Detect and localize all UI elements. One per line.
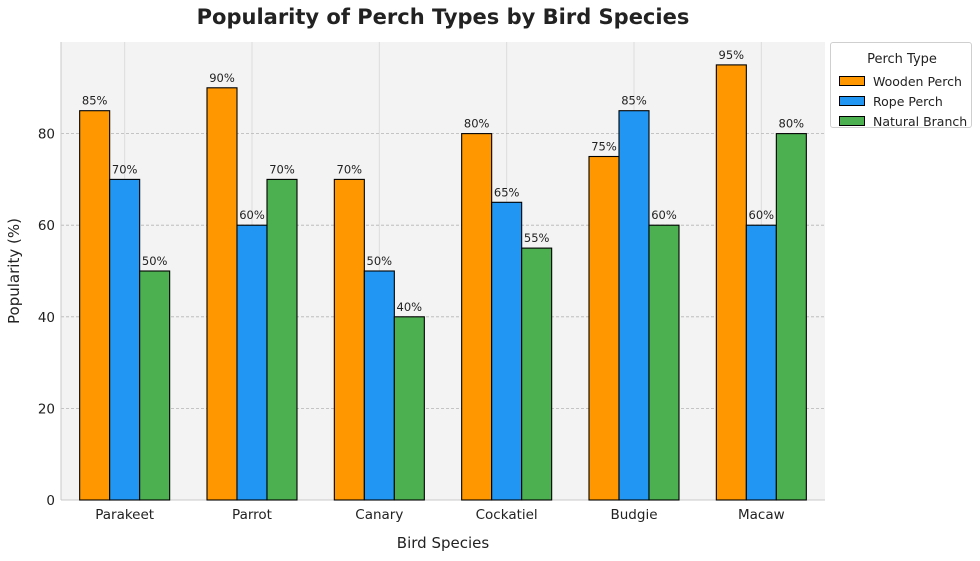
legend-item-natural-branch: Natural Branch [839,113,967,129]
value-label-budgie-natural-branch: 60% [651,208,677,222]
bar-macaw-wooden-perch [715,64,747,501]
value-label-parrot-wooden-perch: 90% [209,71,235,85]
legend-label-rope-perch: Rope Perch [873,93,943,109]
y-tick-label-0: 0 [46,493,55,509]
value-label-parakeet-rope-perch: 70% [112,162,138,176]
x-tick-label-parrot: Parrot [232,507,272,523]
y-tick-label-40: 40 [38,310,55,326]
value-label-parrot-natural-branch: 70% [269,162,295,176]
y-tick-label-20: 20 [38,401,55,417]
value-label-cockatiel-rope-perch: 65% [494,185,520,199]
bar-budgie-rope-perch [618,110,650,501]
value-label-canary-natural-branch: 40% [397,300,423,314]
bar-macaw-rope-perch [745,224,777,501]
value-label-budgie-wooden-perch: 75% [591,140,617,154]
x-tick-label-canary: Canary [355,507,403,523]
bar-canary-rope-perch [363,270,395,501]
bar-cockatiel-rope-perch [491,201,523,501]
bar-parrot-wooden-perch [206,87,238,501]
y-tick-label-60: 60 [38,218,55,234]
value-label-macaw-wooden-perch: 95% [719,48,745,62]
bar-canary-wooden-perch [333,178,365,501]
value-label-cockatiel-natural-branch: 55% [524,231,550,245]
bar-budgie-wooden-perch [588,155,620,501]
bar-parakeet-rope-perch [109,178,141,501]
x-tick-label-budgie: Budgie [610,507,657,523]
value-label-parrot-rope-perch: 60% [239,208,265,222]
legend-swatch-natural-branch [839,116,865,126]
legend-item-wooden-perch: Wooden Perch [839,73,962,89]
bar-cockatiel-natural-branch [521,247,553,501]
x-axis-label: Bird Species [397,534,490,552]
legend-item-rope-perch: Rope Perch [839,93,943,109]
legend-swatch-wooden-perch [839,76,865,86]
y-tick-label-80: 80 [38,127,55,143]
bar-macaw-natural-branch [775,133,807,501]
bar-cockatiel-wooden-perch [461,133,493,501]
legend-swatch-rope-perch [839,96,865,106]
value-label-macaw-natural-branch: 80% [779,117,805,131]
value-label-canary-wooden-perch: 70% [337,162,363,176]
plot-background [61,42,825,500]
bar-canary-natural-branch [393,316,425,501]
legend-label-natural-branch: Natural Branch [873,113,968,129]
bar-parrot-natural-branch [266,178,298,501]
value-label-parakeet-wooden-perch: 85% [82,94,108,108]
bar-parakeet-natural-branch [139,270,171,501]
x-tick-label-parakeet: Parakeet [95,507,154,523]
legend: Perch Type Wooden Perch Rope Perch Natur… [830,42,972,129]
plot-area: 0 20 40 60 80 85% 70% 50% Parakeet 90% 60% 70% Parro… [38,42,825,523]
y-axis-label: Popularity (%) [5,218,23,324]
value-label-parakeet-natural-branch: 50% [142,254,168,268]
value-label-macaw-rope-perch: 60% [749,208,775,222]
bar-parakeet-wooden-perch [79,110,111,501]
value-label-cockatiel-wooden-perch: 80% [464,117,490,131]
x-tick-label-cockatiel: Cockatiel [476,507,538,523]
legend-title: Perch Type [867,52,937,67]
x-tick-label-macaw: Macaw [738,507,785,523]
value-label-canary-rope-perch: 50% [367,254,393,268]
value-label-budgie-rope-perch: 85% [621,94,647,108]
legend-label-wooden-perch: Wooden Perch [873,73,962,89]
bar-parrot-rope-perch [236,224,268,501]
chart-title: Popularity of Perch Types by Bird Specie… [197,5,690,29]
bar-budgie-natural-branch [648,224,680,501]
